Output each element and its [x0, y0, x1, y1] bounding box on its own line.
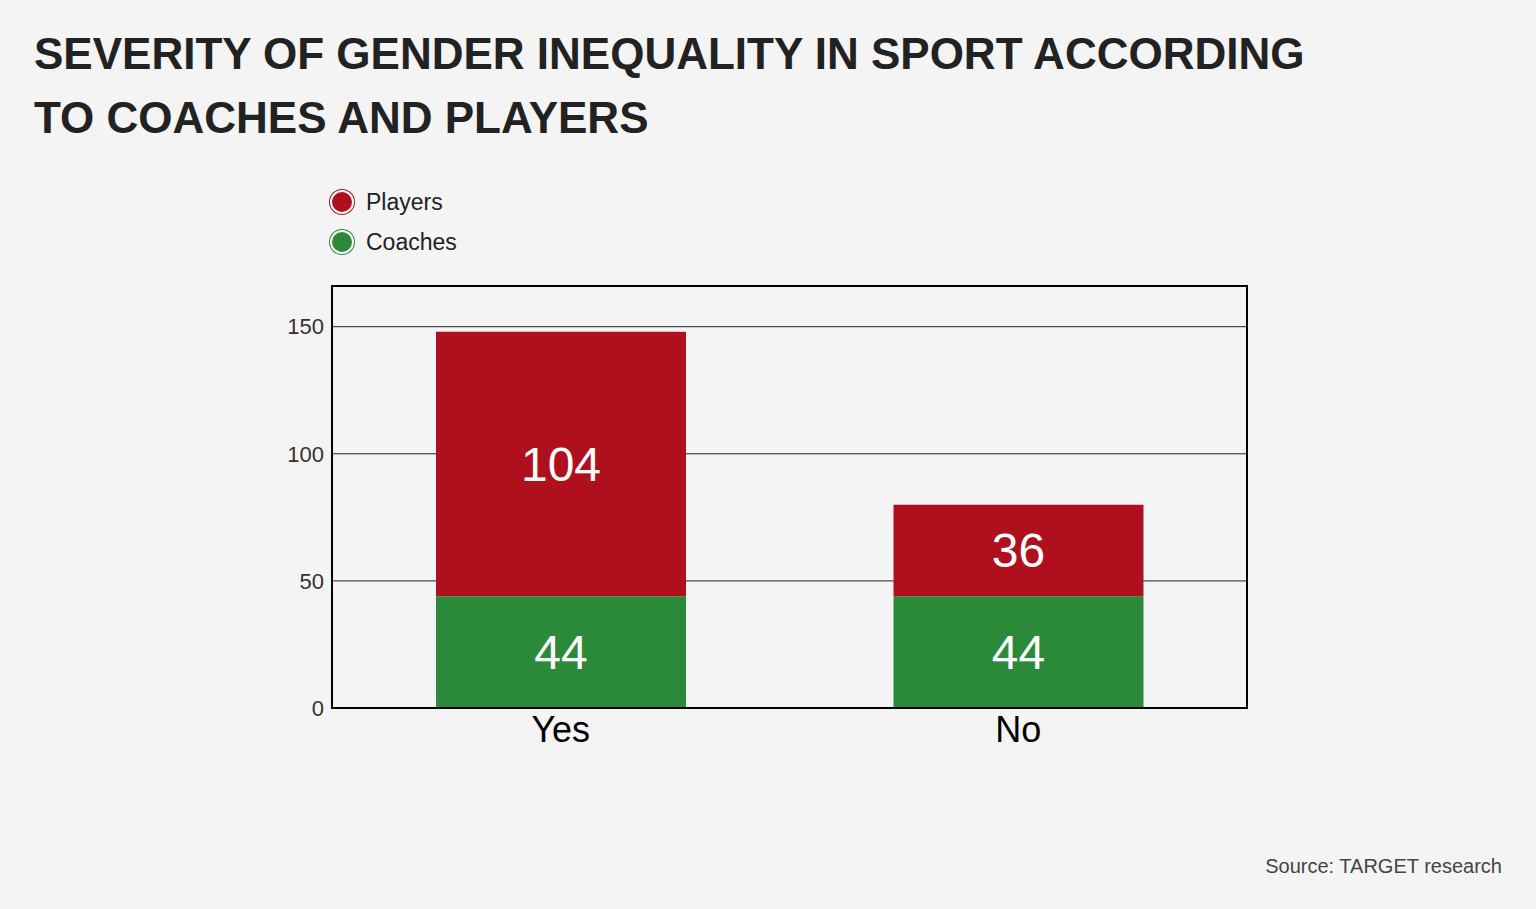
svg-text:150: 150	[287, 314, 324, 339]
html-text:Source: TARGET research: Source: TARGET research	[1265, 855, 1502, 877]
svg-text:44: 44	[534, 626, 587, 679]
svg-text:50: 50	[300, 569, 324, 594]
svg-text:100: 100	[287, 442, 324, 467]
svg-text:Yes: Yes	[531, 709, 590, 750]
html-text:Players: Players	[366, 188, 443, 215]
html-text:SEVERITY OF GENDER INEQUALITY: SEVERITY OF GENDER INEQUALITY IN SPORT A…	[34, 29, 1305, 142]
svg-text:0: 0	[312, 696, 324, 721]
svg-text:44: 44	[992, 626, 1045, 679]
svg-text:104: 104	[521, 438, 601, 491]
html-text:Coaches: Coaches	[366, 228, 457, 255]
svg-text:36: 36	[992, 524, 1045, 577]
svg-text:No: No	[995, 709, 1041, 750]
